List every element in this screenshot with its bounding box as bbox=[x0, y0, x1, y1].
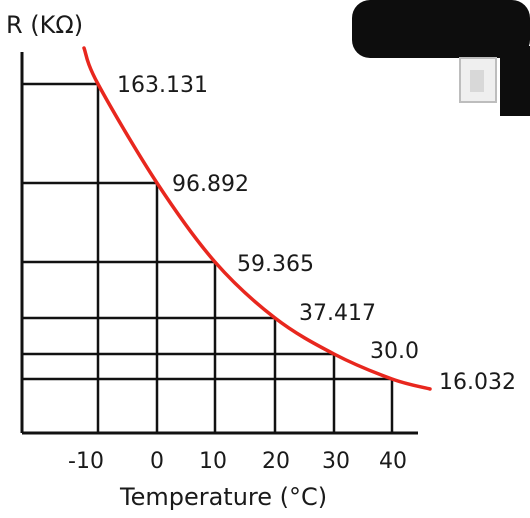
data-label: 163.131 bbox=[117, 73, 208, 98]
x-tick-label: -10 bbox=[68, 449, 104, 474]
data-point-2 bbox=[213, 260, 217, 264]
data-point-0 bbox=[96, 82, 100, 86]
x-tick-label: 40 bbox=[379, 449, 407, 474]
data-label: 30.0 bbox=[370, 339, 419, 364]
x-axis-label: Temperature (°C) bbox=[119, 483, 327, 511]
x-tick-label: 10 bbox=[199, 449, 227, 474]
data-label: 37.417 bbox=[299, 301, 376, 326]
data-point-3 bbox=[273, 316, 277, 320]
data-label: 59.365 bbox=[237, 252, 314, 277]
data-point-5 bbox=[390, 377, 394, 381]
x-tick-label: 20 bbox=[262, 449, 290, 474]
curve-layer bbox=[82, 46, 432, 391]
plot-axes bbox=[20, 52, 418, 435]
resistance-curve bbox=[82, 46, 432, 391]
x-tick-labels: -10 0 10 20 30 40 bbox=[68, 449, 407, 474]
data-labels: 163.131 96.892 59.365 37.417 30.0 16.032 bbox=[117, 73, 516, 395]
data-label: 96.892 bbox=[172, 172, 249, 197]
plot-grid bbox=[22, 82, 394, 433]
x-tick-label: 30 bbox=[322, 449, 350, 474]
data-point-4 bbox=[332, 352, 336, 356]
thermistor-device-illustration bbox=[352, 0, 530, 116]
x-tick-label: 0 bbox=[150, 449, 164, 474]
y-axis-label: R (KΩ) bbox=[6, 11, 83, 39]
data-point-1 bbox=[155, 181, 159, 185]
data-label: 16.032 bbox=[439, 370, 516, 395]
